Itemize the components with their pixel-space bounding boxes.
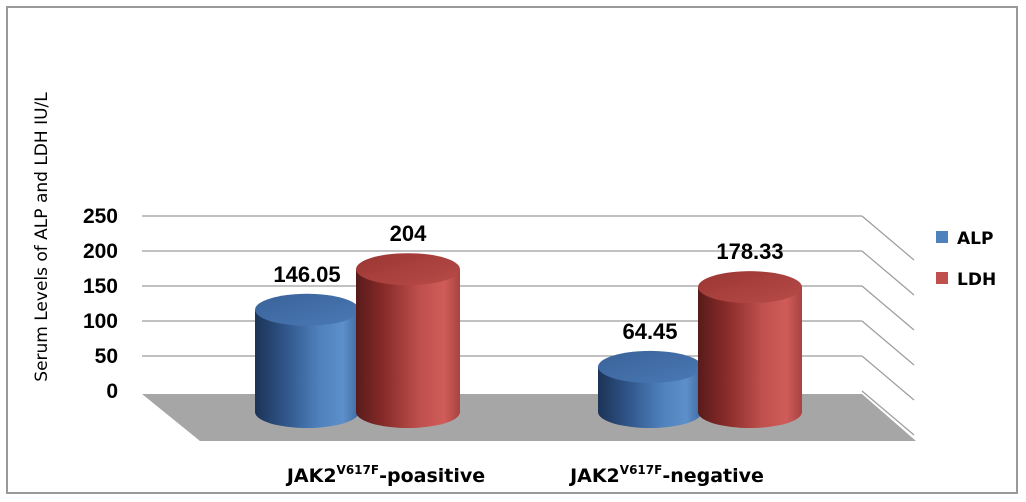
data-label: 178.33	[716, 239, 783, 264]
category-main: JAK2	[285, 465, 337, 487]
bar-body	[356, 269, 460, 428]
bar-top	[356, 253, 460, 286]
category-main: JAK2	[568, 465, 620, 487]
data-label: 204	[390, 221, 427, 246]
y-axis-ticks: 0 50 100 150 200 250	[83, 205, 118, 403]
bar-ldh-0	[356, 253, 460, 428]
category-sup: V617F	[620, 463, 663, 477]
y-tick-label: 250	[83, 205, 118, 228]
legend-swatch-alp	[936, 231, 948, 243]
bar-top	[698, 271, 802, 304]
bar-body	[698, 287, 802, 428]
category-label: JAK2V617F-negative	[568, 463, 764, 487]
data-label: 146.05	[273, 262, 340, 287]
category-labels: JAK2V617F-poasitive JAK2V617F-negative	[285, 463, 764, 487]
gridline-side	[861, 390, 915, 436]
y-tick-label: 150	[83, 275, 118, 298]
bar-alp-1	[598, 350, 702, 428]
category-sup: V617F	[337, 463, 380, 477]
data-labels: 146.05 204 64.45 178.33	[273, 221, 783, 344]
bar-alp-0	[255, 293, 359, 428]
legend-label-ldh: LDH	[957, 270, 996, 290]
y-axis-label: Serum Levels of ALP and LDH IU/L	[32, 92, 52, 382]
bar-body	[598, 366, 702, 428]
gridline-side	[861, 250, 915, 296]
gridline-side	[861, 355, 915, 401]
y-tick-label: 50	[95, 345, 118, 368]
y-tick-label: 100	[83, 310, 118, 333]
data-label: 64.45	[622, 319, 677, 344]
y-tick-label: 200	[83, 240, 118, 263]
bar-top	[598, 350, 702, 383]
bar-ldh-1	[698, 271, 802, 428]
legend-label-alp: ALP	[957, 229, 993, 249]
category-suffix: -poasitive	[379, 465, 485, 487]
bars	[255, 253, 802, 428]
gridline-side	[861, 320, 915, 366]
legend-swatch-ldh	[936, 272, 948, 284]
bar-body	[255, 309, 359, 428]
gridline-side	[861, 215, 915, 261]
legend: ALP LDH	[936, 229, 996, 290]
category-suffix: -negative	[662, 465, 764, 487]
y-tick-label: 0	[106, 380, 118, 403]
category-label: JAK2V617F-poasitive	[285, 463, 485, 487]
gridline-side	[861, 285, 915, 331]
bar-top	[255, 293, 359, 326]
